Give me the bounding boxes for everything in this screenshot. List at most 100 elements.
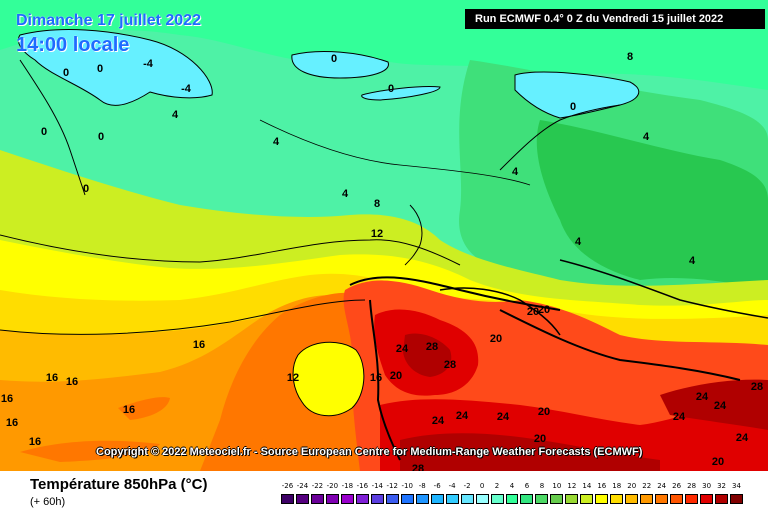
contour-label: 4: [575, 236, 582, 248]
legend-color-swatch: [640, 494, 654, 504]
contour-label: 20: [538, 304, 550, 316]
legend-tick-label: 26: [672, 482, 682, 490]
legend-color-swatch: [580, 494, 594, 504]
legend-tick-label: 32: [717, 482, 727, 490]
contour-label: 0: [98, 131, 104, 143]
legend-color-swatch: [281, 494, 294, 504]
contour-label: 0: [41, 126, 47, 138]
contour-label: 0: [97, 63, 103, 75]
contour-label: 4: [342, 188, 349, 200]
legend-tick-label: 8: [539, 482, 545, 490]
legend-tick-label: -24: [296, 482, 309, 490]
contour-label: 20: [538, 406, 550, 418]
legend-color-swatch: [385, 494, 399, 504]
legend-tick-label: 4: [509, 482, 515, 490]
forecast-local-time: 14:00 locale: [16, 34, 130, 56]
crimson-south: [400, 433, 660, 471]
legend-tick-label: 6: [524, 482, 530, 490]
contour-line-4: [259, 119, 531, 186]
contour-label: 4: [172, 109, 179, 121]
coastline-british-isles: [404, 204, 423, 266]
legend-tick-label: -10: [401, 482, 413, 490]
legend-tick-label: -22: [311, 482, 324, 490]
contour-label: 16: [123, 404, 135, 416]
contour-label: 16: [66, 376, 78, 388]
legend-tick-label: 24: [657, 482, 667, 490]
contour-label: 24: [696, 391, 709, 403]
warm-filament-2: [20, 440, 160, 462]
coastline-iberia: [369, 299, 401, 461]
border-alps: [439, 287, 561, 336]
temperature-map: -4 -4 0 0 0 0 0 8 4 4 0 0 0 4 8 12 4 4 4 4 20 20 20 16 24 28 28 12 1…: [0, 0, 768, 471]
legend-color-swatch: [490, 494, 504, 504]
contour-label: 28: [444, 359, 456, 371]
legend-color-swatch: [295, 494, 309, 504]
legend-tick-label: 34: [732, 482, 741, 490]
legend-color-swatch: [520, 494, 534, 504]
legend-color-swatch: [655, 494, 669, 504]
greenland-outline: [19, 59, 86, 196]
cold-pool-north-atlantic: [291, 51, 389, 79]
contour-label: 16: [46, 372, 58, 384]
legend-color-swatch: [475, 494, 489, 504]
legend-color-swatch: [400, 494, 414, 504]
legend-tick-label: -4: [448, 482, 456, 490]
contour-label: 20: [534, 433, 546, 445]
legend-color-swatch: [460, 494, 474, 504]
contour-label: 28: [412, 463, 424, 471]
contour-label: 0: [63, 67, 69, 79]
legend-color-swatch: [700, 494, 714, 504]
legend-color-swatch: [625, 494, 639, 504]
color-scale-legend: -26 -24 -22 -20 -18 -16 -14 -12 -10 -8 -6 -4 -2 0 2 4 6 8…: [280, 479, 744, 507]
contour-line-20: [349, 276, 561, 311]
warm-bubble-atlantic: [292, 341, 365, 417]
warm-filament-1: [118, 397, 170, 420]
legend-color-swatch: [595, 494, 609, 504]
legend-tick-label: -2: [463, 482, 471, 490]
legend-color-swatch: [610, 494, 624, 504]
contour-label: 0: [570, 101, 576, 113]
contour-label: 20: [490, 333, 502, 345]
contour-label: 24: [497, 411, 510, 423]
crimson-east: [660, 379, 768, 430]
legend-color-swatch: [550, 494, 564, 504]
contour-label: 4: [689, 255, 696, 267]
contour-label: 16: [370, 372, 382, 384]
legend-tick-label: -6: [433, 482, 441, 490]
contour-label: 20: [527, 306, 539, 318]
contour-label: 4: [643, 131, 650, 143]
cold-pool-norwegian-sea: [361, 86, 441, 101]
legend-tick-label: 28: [687, 482, 697, 490]
contour-line-12: [0, 234, 461, 266]
contour-label: 28: [426, 341, 438, 353]
contour-label: 12: [371, 228, 383, 240]
contour-label: 4: [273, 136, 280, 148]
legend-tick-label: -8: [418, 482, 426, 490]
legend-color-swatch: [415, 494, 429, 504]
contour-label: 24: [432, 415, 445, 427]
legend-tick-label: 18: [612, 482, 622, 490]
contour-label: 16: [6, 417, 18, 429]
legend-tick-label: 20: [627, 482, 637, 490]
legend-color-swatch: [535, 494, 549, 504]
legend-color-swatch: [445, 494, 459, 504]
contour-label: 24: [714, 400, 727, 412]
contour-label: 20: [712, 456, 724, 468]
contour-label: 16: [29, 436, 41, 448]
dark-green-zone: [536, 120, 768, 290]
legend-tick-label: 12: [567, 482, 577, 490]
legend-tick-label: 22: [642, 482, 652, 490]
crimson-zone: [403, 333, 452, 377]
legend-tick-label: -18: [341, 482, 354, 490]
legend-color-swatch: [355, 494, 369, 504]
forecast-date: Dimanche 17 juillet 2022: [16, 12, 201, 29]
contour-label: 24: [456, 410, 469, 422]
contour-label: 24: [673, 411, 686, 423]
map-footer: Température 850hPa (°C) (+ 60h) -26 -24 -2…: [0, 471, 768, 512]
legend-color-swatch: [340, 494, 354, 504]
contour-label: 24: [396, 343, 409, 355]
coastline-scandinavia: [499, 104, 621, 171]
legend-color-swatch: [565, 494, 579, 504]
legend-color-swatch: [310, 494, 324, 504]
legend-color-swatch: [685, 494, 699, 504]
